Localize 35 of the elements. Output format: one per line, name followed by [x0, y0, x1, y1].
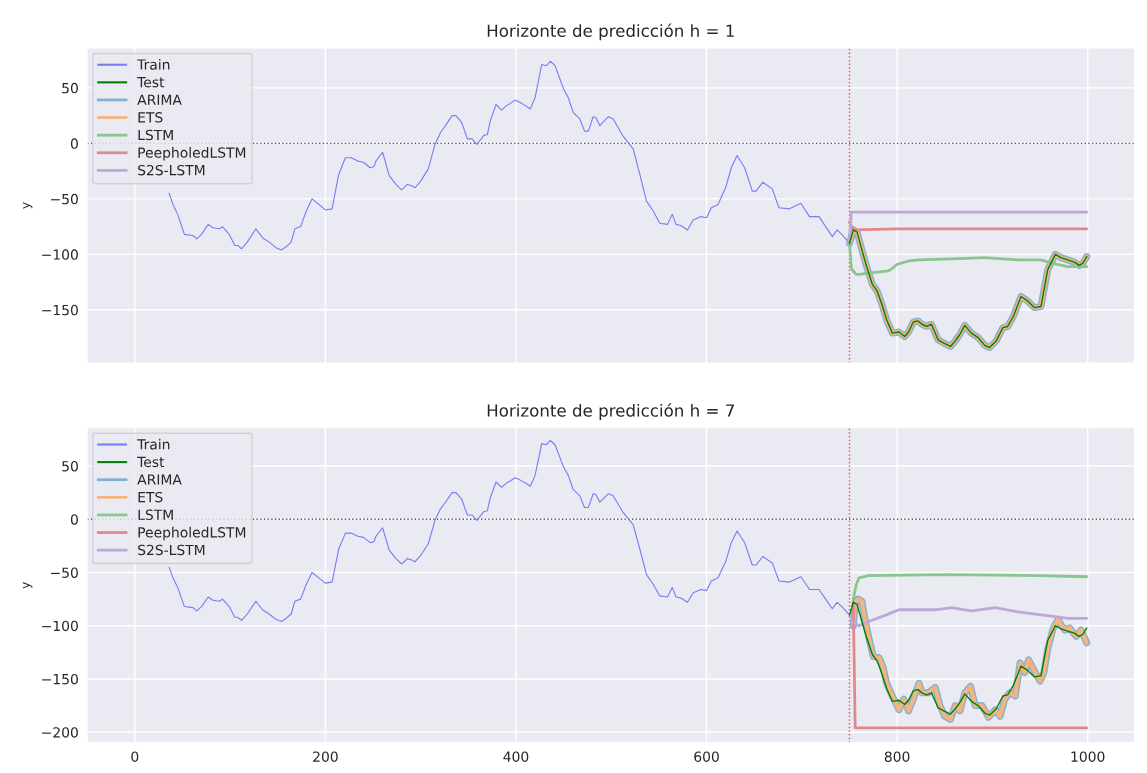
y-tick-label: −150	[42, 304, 78, 316]
y-tick-label: −200	[42, 727, 78, 738]
y-tick-label: 0	[70, 514, 78, 525]
legend-label: ETS	[138, 491, 163, 503]
x-tick-label: 200	[313, 751, 338, 762]
y-tick-label: 50	[62, 460, 78, 472]
legend-label: LSTM	[138, 129, 173, 141]
y-tick-label: −50	[51, 193, 78, 205]
y-tick-label: −150	[42, 673, 78, 685]
legend-label: S2S-LSTM	[138, 544, 205, 556]
legend-label: PeepholedLSTM	[138, 526, 246, 541]
legend-label: Train	[137, 59, 170, 70]
y-tick-label: 50	[62, 82, 78, 94]
legend-label: ARIMA	[137, 94, 182, 105]
legend-label: Test	[137, 456, 165, 468]
x-tick-label: 800	[884, 751, 910, 762]
y-tick-label: −100	[42, 249, 78, 260]
legend-label: Test	[137, 77, 165, 88]
x-tick-label: 1000	[1071, 751, 1105, 762]
legend-label: ETS	[138, 112, 163, 123]
y-axis-title: y	[22, 202, 33, 209]
legend-label: Train	[137, 438, 170, 450]
x-tick-label: 0	[131, 751, 139, 762]
chart-title: Horizonte de predicción h = 7	[487, 403, 734, 421]
legend-label: ARIMA	[137, 474, 182, 485]
y-tick-label: −50	[51, 567, 78, 578]
legend-label: LSTM	[138, 509, 173, 520]
y-tick-label: −100	[42, 620, 78, 632]
x-tick-label: 400	[503, 751, 529, 762]
legend-label: PeepholedLSTM	[138, 147, 246, 161]
chart-title: Horizonte de predicción h = 1	[487, 23, 734, 41]
y-tick-label: 0	[70, 138, 78, 149]
legend-label: S2S-LSTM	[138, 164, 205, 176]
x-tick-label: 600	[694, 751, 719, 762]
y-axis-title: y	[22, 581, 33, 589]
